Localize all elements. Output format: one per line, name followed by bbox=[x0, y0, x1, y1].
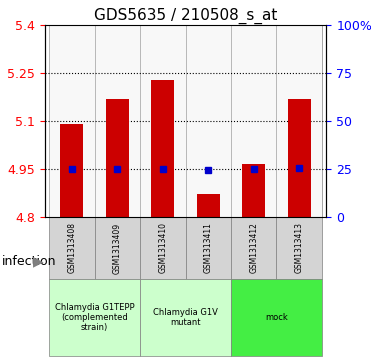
FancyBboxPatch shape bbox=[231, 279, 322, 356]
Bar bbox=[288, 99, 311, 217]
Text: GSM1313410: GSM1313410 bbox=[158, 223, 167, 273]
Text: ▶: ▶ bbox=[33, 254, 44, 268]
Bar bbox=[151, 79, 174, 217]
Bar bbox=[276, 25, 322, 217]
Text: GSM1313413: GSM1313413 bbox=[295, 223, 304, 273]
Text: GSM1313412: GSM1313412 bbox=[249, 223, 258, 273]
Bar bbox=[95, 25, 140, 217]
FancyBboxPatch shape bbox=[140, 217, 186, 279]
Bar bbox=[60, 124, 83, 217]
Text: Chlamydia G1TEPP
(complemented
strain): Chlamydia G1TEPP (complemented strain) bbox=[55, 303, 134, 333]
Bar bbox=[106, 99, 129, 217]
FancyBboxPatch shape bbox=[140, 279, 231, 356]
Bar bbox=[140, 25, 186, 217]
Text: mock: mock bbox=[265, 313, 288, 322]
FancyBboxPatch shape bbox=[49, 279, 140, 356]
Title: GDS5635 / 210508_s_at: GDS5635 / 210508_s_at bbox=[94, 8, 277, 24]
Text: infection: infection bbox=[2, 255, 56, 268]
FancyBboxPatch shape bbox=[276, 217, 322, 279]
FancyBboxPatch shape bbox=[49, 217, 95, 279]
Text: GSM1313409: GSM1313409 bbox=[113, 223, 122, 273]
Text: Chlamydia G1V
mutant: Chlamydia G1V mutant bbox=[153, 308, 218, 327]
Bar bbox=[231, 25, 276, 217]
Text: GSM1313411: GSM1313411 bbox=[204, 223, 213, 273]
Bar bbox=[242, 164, 265, 217]
Bar bbox=[186, 25, 231, 217]
Bar bbox=[49, 25, 95, 217]
FancyBboxPatch shape bbox=[186, 217, 231, 279]
Text: GSM1313408: GSM1313408 bbox=[67, 223, 76, 273]
Bar bbox=[197, 194, 220, 217]
FancyBboxPatch shape bbox=[95, 217, 140, 279]
FancyBboxPatch shape bbox=[231, 217, 276, 279]
